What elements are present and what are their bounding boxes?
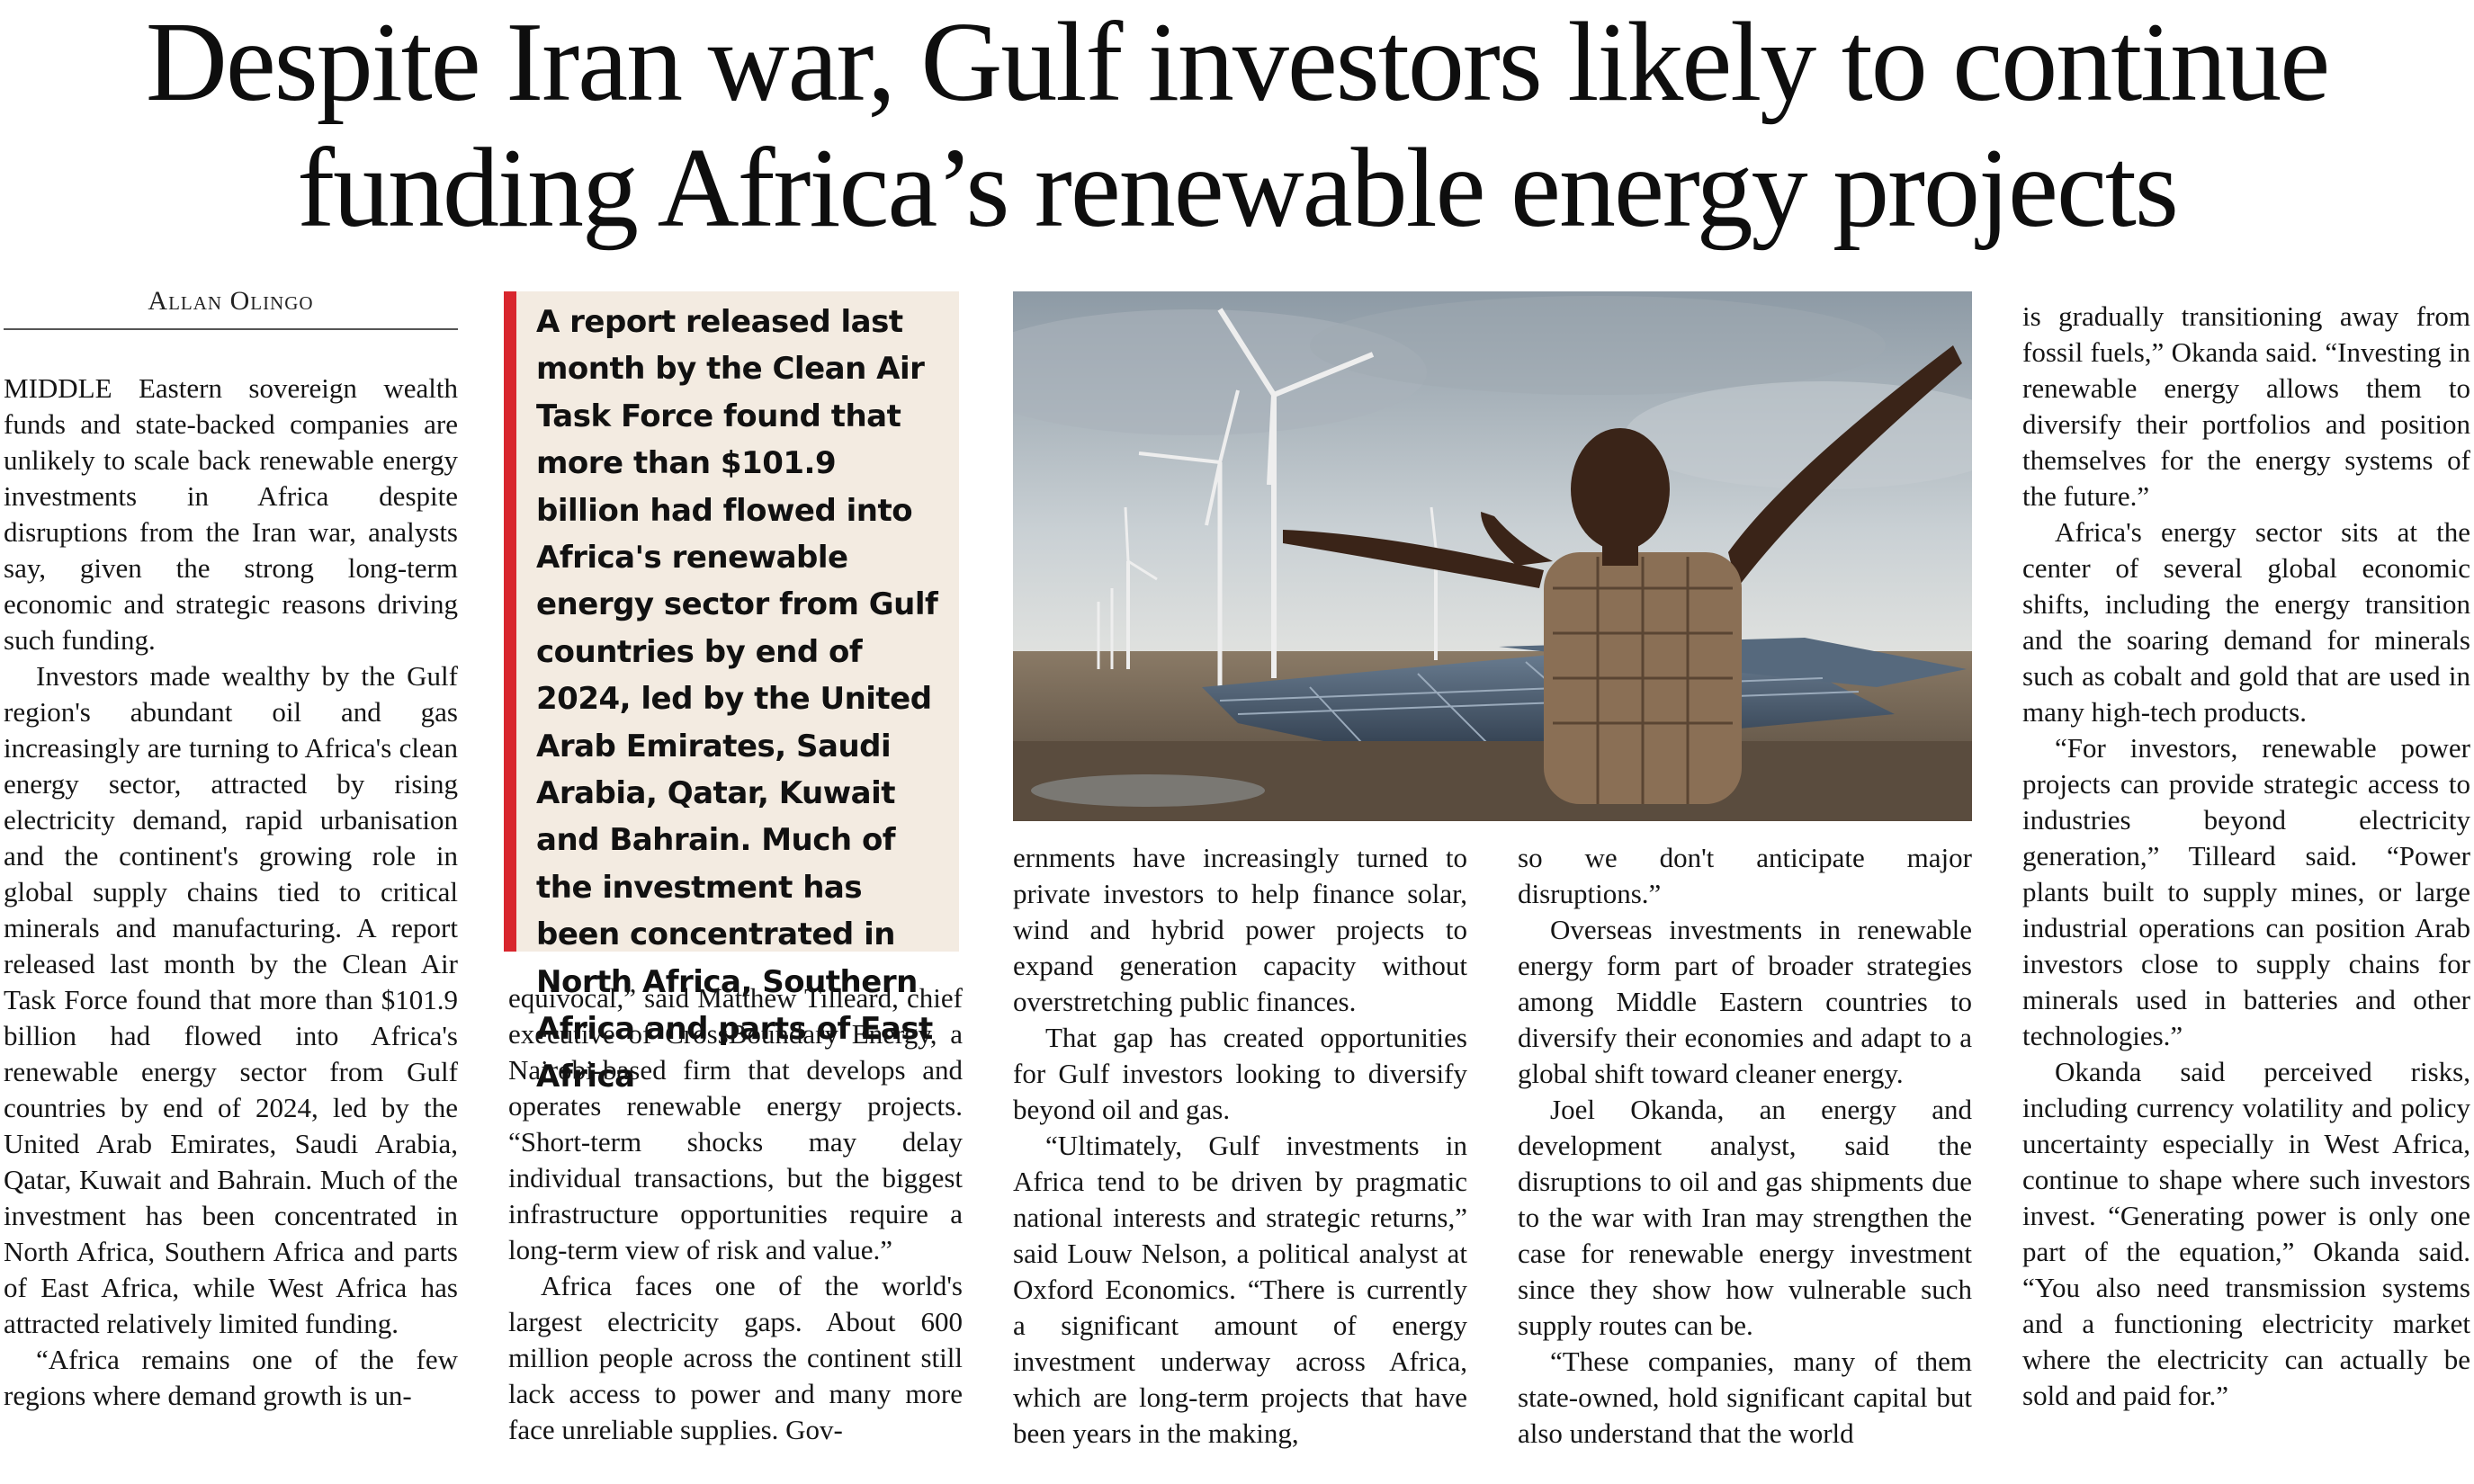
article-column-1: MIDDLE Eastern sovereign wealth funds an… <box>4 371 458 1414</box>
article-column-3: ernments have increasingly turned to pri… <box>1013 840 1467 1452</box>
paragraph: so we don't anticipate major disruptions… <box>1518 842 1972 909</box>
boy-figure <box>1283 345 1962 804</box>
paragraph: Investors made wealthy by the Gulf regio… <box>4 660 458 1339</box>
byline: Allan Olingo <box>148 286 314 316</box>
wind-turbines <box>1097 308 1464 687</box>
paragraph: “For investors, renewable power projects… <box>2022 732 2470 1051</box>
paragraph: Okanda said perceived risks, including c… <box>2022 1056 2470 1411</box>
article-photo <box>1013 291 1972 821</box>
byline-divider <box>4 328 458 330</box>
paragraph: “Ultimately, Gulf investments in Africa … <box>1013 1130 1467 1449</box>
paragraph: Overseas investments in renewable energy… <box>1518 914 1972 1089</box>
paragraph: “These companies, many of them state-own… <box>1518 1345 1972 1449</box>
article-column-2: equivocal,” said Matthew Tilleard, chief… <box>508 980 963 1448</box>
paragraph: ernments have increasingly turned to pri… <box>1013 842 1467 1017</box>
paragraph: Africa's energy sector sits at the cente… <box>2022 516 2470 728</box>
article-column-4: so we don't anticipate major disruptions… <box>1518 840 1972 1452</box>
article-column-5: is gradually transitioning away from fos… <box>2022 299 2470 1414</box>
paragraph: Joel Okanda, an energy and development a… <box>1518 1094 1972 1341</box>
headline: Despite Iran war, Gulf investors likely … <box>0 0 2474 252</box>
paragraph: is gradually transitioning away from fos… <box>2022 300 2470 512</box>
paragraph: MIDDLE Eastern sovereign wealth funds an… <box>4 372 458 656</box>
paragraph: That gap has created opportunities for G… <box>1013 1022 1467 1125</box>
paragraph: “Africa remains one of the few regions w… <box>4 1344 458 1411</box>
headline-line-1: Despite Iran war, Gulf investors likely … <box>145 0 2330 125</box>
photo-illustration <box>1013 291 1972 821</box>
paragraph: equivocal,” said Matthew Tilleard, chief… <box>508 982 963 1265</box>
pull-quote-text: A report released last month by the Clea… <box>536 304 938 1095</box>
pull-quote: A report released last month by the Clea… <box>504 291 959 1095</box>
paragraph: Africa faces one of the world's largest … <box>508 1270 963 1445</box>
headline-line-2: funding Africa’s renewable energy projec… <box>297 126 2179 251</box>
